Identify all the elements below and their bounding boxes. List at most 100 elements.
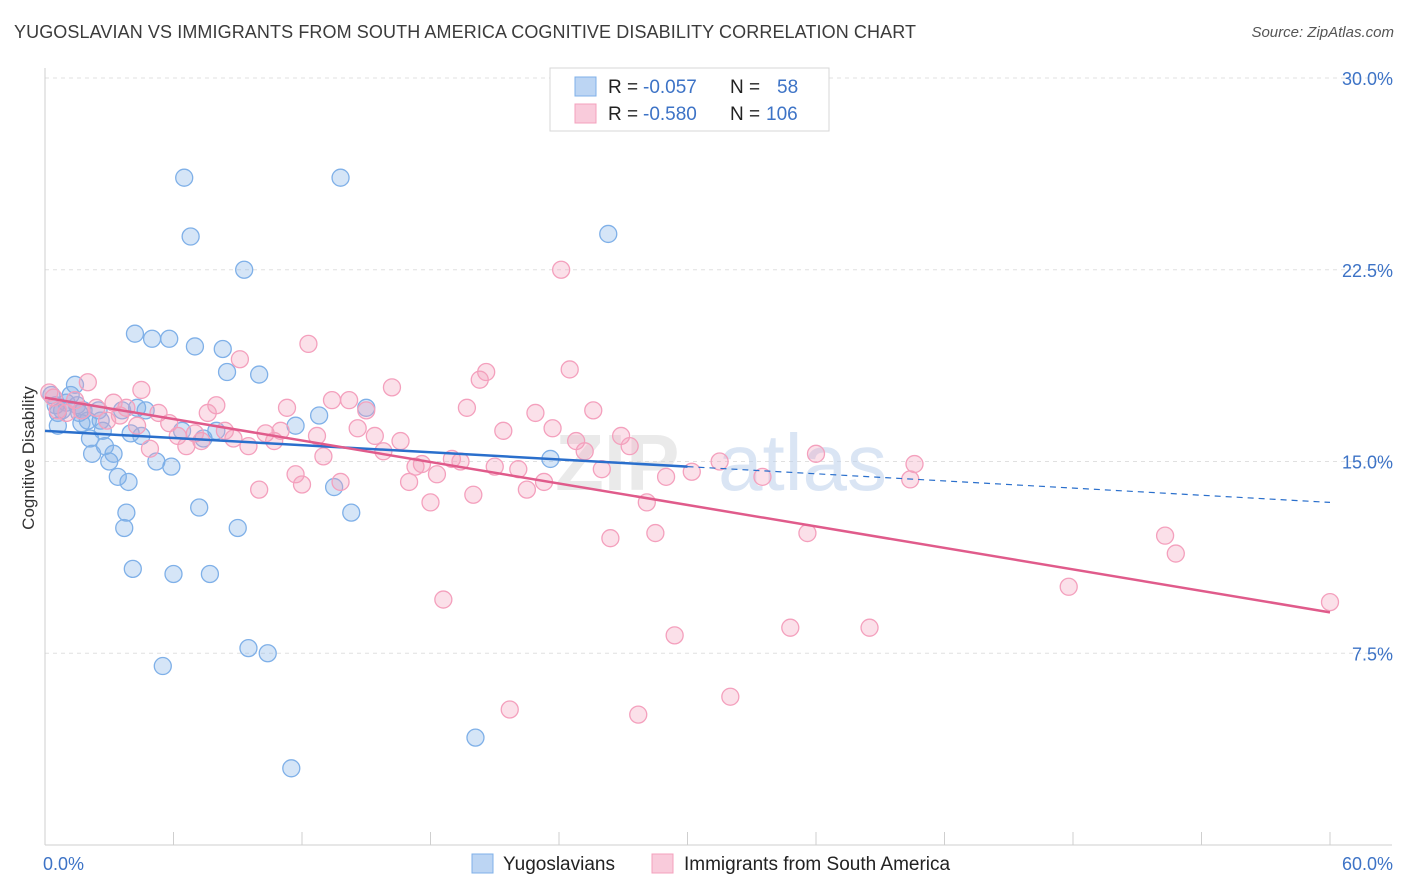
yugoslavian-point [190,498,209,517]
trend-lines [44,396,1331,614]
immigrant-point [250,480,269,499]
immigrant-point [127,416,147,435]
series-legend-label-yugoslavians: Yugoslavians [503,854,615,875]
yugoslavian-point [228,518,247,538]
yugoslavian-point [239,638,258,658]
immigrant-point [412,454,432,474]
correlation-legend: R = -0.057 N = 58 R = -0.580 N = 106 [549,67,830,132]
yugoslavian-point [466,728,485,747]
immigrant-trend-line [44,396,1331,614]
immigrant-point [721,687,740,706]
data-points [40,168,1340,778]
immigrant-point [464,485,483,504]
source-label: Source: ZipAtlas.com [1251,24,1394,41]
immigrant-point [1320,592,1340,612]
yugoslavian-point [185,337,205,356]
immigrant-point [239,437,258,456]
x-tick-label-start: 0.0% [43,854,84,874]
immigrant-point [331,472,350,492]
immigrant-point [207,396,226,415]
yugoslavian-point [599,224,618,244]
yugoslavian-point [108,467,127,486]
immigrant-point [629,705,648,724]
immigrant-point [560,360,579,379]
immigrant-point [57,403,76,423]
immigrant-point [427,465,447,484]
immigrant-point [517,480,537,499]
immigrant-point [140,439,160,458]
immigrant-point [584,401,603,420]
immigrant-point [656,467,676,486]
immigrant-point [299,334,318,354]
immigrant-point [575,442,594,461]
immigrant-point [391,431,410,451]
yugoslavian-trend-line [44,429,688,468]
yugoslavian-trend-extension [687,466,1331,504]
immigrant-point [1166,544,1185,563]
immigrant-point [374,442,393,461]
yugoslavian-point [181,227,200,246]
immigrant-point [348,419,367,438]
y-axis-label: Cognitive Disability [19,386,38,530]
immigrant-point [753,467,772,486]
legend-swatch-yugoslavians [574,76,597,97]
yugoslavian-point [162,457,181,476]
immigrant-point [339,390,359,410]
yugoslavian-point [117,503,136,522]
immigrant-point [477,362,496,382]
immigrant-point [682,462,701,481]
yugoslavian-point [153,656,172,676]
immigrant-point [132,380,151,400]
immigrant-point [365,426,384,446]
immigrant-point [781,618,800,637]
tick-labels: 7.5% 15.0% 22.5% 30.0% 0.0% 60.0% [43,69,1393,874]
legend-n-label-2: N = [730,104,760,125]
immigrant-point [277,398,297,417]
immigrant-point [292,475,312,494]
immigrant-point [494,421,513,440]
yugoslavian-point [217,362,237,382]
yugoslavian-point [123,559,142,579]
immigrant-point [710,452,729,471]
yugoslavian-point [115,518,134,538]
y-tick-label: 7.5% [1352,644,1393,664]
yugoslavian-point [200,564,220,584]
immigrant-point [860,618,879,637]
yugoslavian-point [282,759,301,778]
x-tick-label-end: 60.0% [1342,854,1393,874]
immigrant-point [500,700,519,719]
immigrant-point [905,454,924,474]
y-tick-label: 30.0% [1342,69,1393,89]
immigrant-point [1059,577,1078,596]
yugoslavian-point [164,564,183,584]
yugoslavian-point [125,324,145,343]
immigrant-point [457,398,477,417]
legend-r-label-2: R = [608,104,638,125]
yugoslavian-point [213,339,232,359]
immigrant-point [399,472,419,492]
immigrant-point [601,529,620,548]
immigrant-point [620,437,639,456]
legend-n-label-1: N = [730,77,760,98]
immigrant-point [230,350,250,369]
immigrant-point [806,444,826,463]
immigrant-point [224,429,243,448]
immigrant-point [434,590,453,609]
yugoslavian-point [235,260,254,279]
immigrant-point [421,493,440,512]
legend-r-value-1: -0.057 [643,77,697,98]
yugoslavian-point [331,168,350,187]
yugoslavian-point [258,644,277,663]
watermark-atlas: atlas [718,418,887,507]
yugoslavian-point [104,444,123,463]
immigrant-point [646,523,665,543]
series-legend-swatch-yugoslavians [471,853,494,874]
yugoslavian-point [250,365,269,384]
yugoslavian-point [175,168,194,187]
immigrant-point [286,465,305,484]
immigrant-point [314,447,333,466]
yugoslavian-point [342,503,361,522]
immigrant-point [1155,526,1175,545]
immigrant-point [665,626,684,645]
